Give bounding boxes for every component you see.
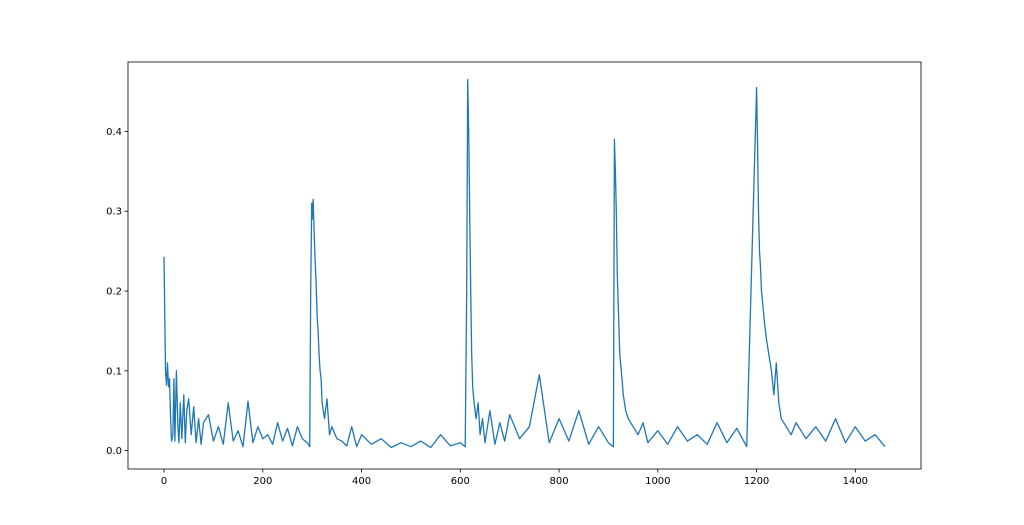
y-tick-label: 0.4	[106, 127, 122, 138]
x-tick-label: 1000	[645, 476, 670, 487]
x-tick-label: 800	[550, 476, 569, 487]
y-axis: 0.0 0.1 0.2 0.3 0.4	[106, 127, 128, 457]
x-tick-label: 1200	[744, 476, 769, 487]
x-tick-label: 400	[352, 476, 371, 487]
x-tick-label: 1400	[843, 476, 868, 487]
y-tick-label: 0.2	[106, 287, 122, 298]
x-tick-label: 200	[253, 476, 272, 487]
y-tick-label: 0.3	[106, 207, 122, 218]
series-line-0	[163, 78, 886, 449]
x-axis: 0 200 400 600 800 1000 1200 1400	[161, 469, 868, 487]
x-tick-label: 600	[451, 476, 470, 487]
axes-frame	[127, 61, 922, 470]
y-tick-label: 0.1	[106, 366, 122, 377]
x-tick-label: 0	[161, 476, 167, 487]
plot-area	[163, 78, 886, 449]
y-tick-label: 0.0	[106, 446, 122, 457]
